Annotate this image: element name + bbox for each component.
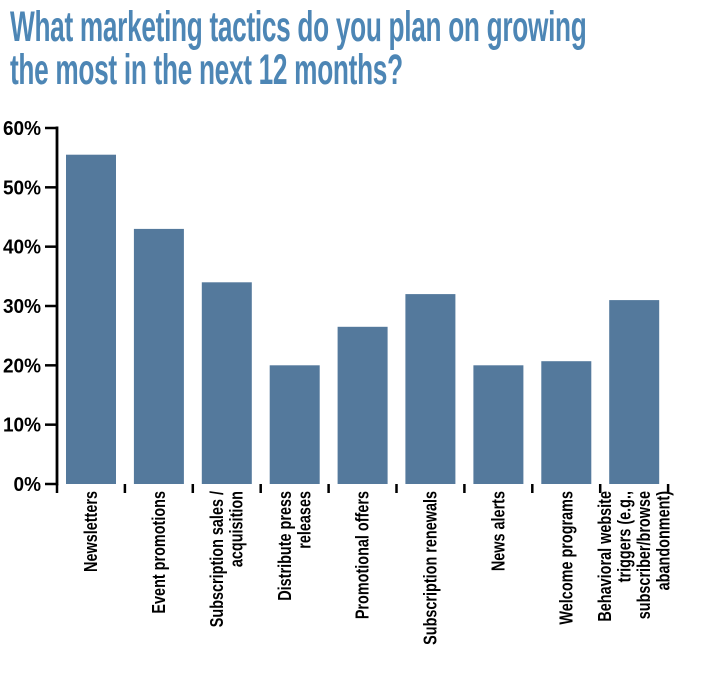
x-category-label: Event promotions	[148, 491, 169, 614]
bar-9	[609, 300, 660, 484]
x-category-label: News alerts	[488, 491, 509, 571]
x-category-label: triggers (e.g.,	[614, 491, 635, 582]
bar-3	[201, 282, 252, 484]
x-category-label: Behavioral website	[594, 491, 615, 622]
bar-6	[405, 294, 456, 484]
chart-title-line-1: What marketing tactics do you plan on gr…	[10, 3, 587, 51]
y-tick-label: 40%	[3, 236, 41, 259]
bar-7	[473, 365, 524, 484]
chart-title: What marketing tactics do you plan on gr…	[10, 6, 709, 92]
x-category-label: Subscription renewals	[420, 491, 441, 645]
bar-8	[541, 361, 592, 484]
x-category-label: Newsletters	[80, 491, 101, 572]
bar-5	[337, 326, 388, 484]
y-tick-label: 20%	[3, 355, 41, 378]
y-tick-label: 60%	[3, 118, 41, 141]
y-tick-label: 30%	[3, 296, 41, 319]
x-category-label: Welcome programs	[556, 491, 577, 625]
x-category-label: Distribute press	[274, 491, 295, 601]
y-tick-label: 50%	[3, 177, 41, 200]
x-category-label: releases	[294, 491, 315, 549]
x-category-label: abandonment)	[653, 491, 674, 590]
x-category-label: subscriber/browse	[633, 491, 654, 619]
bar-1	[66, 154, 116, 484]
y-tick-label: 10%	[3, 414, 41, 437]
bar-4	[269, 365, 320, 484]
x-category-label: Promotional offers	[352, 491, 373, 619]
y-tick-label: 0%	[14, 474, 41, 497]
x-category-label: Subscription sales /	[206, 491, 227, 628]
bar-2	[133, 228, 184, 484]
chart-title-line-2: the most in the next 12 months?	[10, 46, 403, 94]
x-category-label: acquisition	[226, 491, 247, 567]
